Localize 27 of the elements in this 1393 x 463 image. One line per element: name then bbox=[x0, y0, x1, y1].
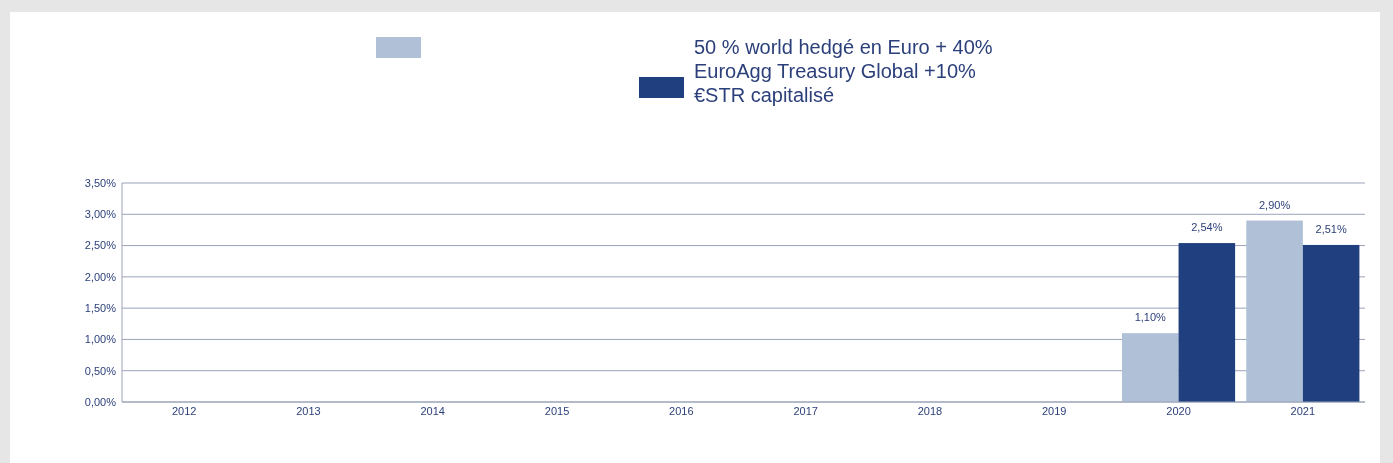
data-label: 2,51% bbox=[1315, 222, 1347, 235]
data-label: 2,90% bbox=[1258, 198, 1291, 211]
y-tick-label: 1,00% bbox=[84, 333, 117, 346]
data-label: 1,10% bbox=[1134, 311, 1167, 324]
bar bbox=[1121, 333, 1179, 402]
bar bbox=[1246, 220, 1303, 402]
x-tick-label: 2020 bbox=[1166, 405, 1191, 417]
x-tick-label: 2016 bbox=[669, 405, 694, 417]
y-tick-label: 2,50% bbox=[84, 239, 117, 252]
data-label: 2,54% bbox=[1191, 221, 1223, 234]
y-tick-label: 1,50% bbox=[84, 301, 117, 314]
bar bbox=[1178, 243, 1236, 402]
bar bbox=[1302, 244, 1360, 402]
y-tick-label: 0,50% bbox=[84, 364, 117, 377]
y-tick-label: 3,50% bbox=[84, 176, 117, 189]
x-tick-label: 2014 bbox=[420, 405, 445, 417]
x-tick-label: 2015 bbox=[544, 405, 570, 417]
y-tick-label: 0,00% bbox=[84, 395, 117, 408]
x-tick-label: 2013 bbox=[296, 405, 321, 417]
x-tick-label: 2019 bbox=[1042, 405, 1067, 417]
y-tick-label: 3,00% bbox=[84, 208, 117, 221]
y-tick-label: 2,00% bbox=[84, 270, 117, 283]
x-tick-label: 2012 bbox=[171, 405, 197, 417]
x-tick-label: 2017 bbox=[793, 405, 818, 417]
text: 50 % world hedgé en Euro + 40% EuroAgg Treasury Global +10% €STR capitalisé bbox=[694, 36, 993, 106]
x-tick-label: 2021 bbox=[1290, 405, 1316, 417]
x-tick-label: 2018 bbox=[917, 405, 943, 417]
